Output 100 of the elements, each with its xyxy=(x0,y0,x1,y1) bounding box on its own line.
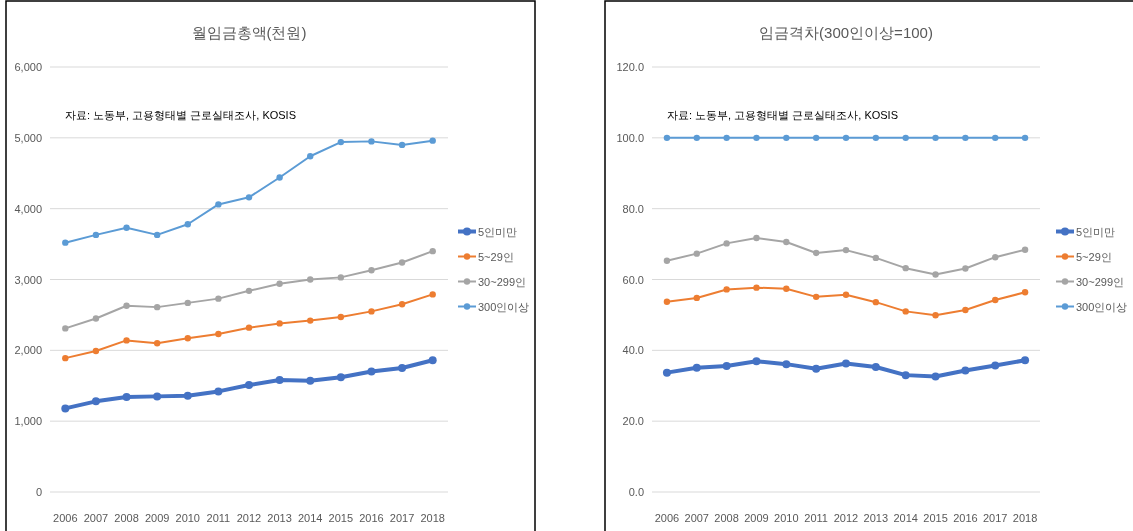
point xyxy=(245,324,253,331)
x-tick-label: 2006 xyxy=(53,512,78,524)
chart-title: 임금격차(300인이상=100) xyxy=(759,24,933,41)
point xyxy=(723,240,730,247)
point xyxy=(842,359,850,368)
point xyxy=(723,286,730,293)
x-tick-label: 2016 xyxy=(953,512,978,524)
point xyxy=(1021,289,1029,296)
point xyxy=(991,361,1000,370)
x-tick-label: 2018 xyxy=(420,512,445,524)
point xyxy=(783,238,790,246)
point xyxy=(693,294,700,302)
point xyxy=(992,253,999,261)
point xyxy=(872,298,880,306)
x-tick-label: 2018 xyxy=(1012,512,1038,524)
point xyxy=(992,296,999,304)
point xyxy=(783,134,790,142)
y-tick-label: 100.0 xyxy=(616,131,644,144)
point xyxy=(153,231,161,239)
point xyxy=(337,274,345,281)
legend-label: 5인미만 xyxy=(1076,225,1116,238)
point xyxy=(662,368,671,377)
point xyxy=(753,134,760,142)
point xyxy=(184,221,191,228)
point xyxy=(276,174,283,181)
point xyxy=(215,330,222,338)
point xyxy=(931,372,940,381)
point xyxy=(932,271,939,278)
point xyxy=(92,315,100,322)
point xyxy=(812,134,820,142)
point xyxy=(962,134,969,142)
x-tick-label: 2014 xyxy=(297,512,323,524)
point xyxy=(184,335,191,342)
point xyxy=(812,364,821,373)
legend-label: 5~29인 xyxy=(1076,250,1112,263)
point xyxy=(842,134,850,142)
point xyxy=(62,239,69,246)
x-tick-label: 2011 xyxy=(206,512,231,524)
point xyxy=(307,153,314,160)
y-tick-label: 2,000 xyxy=(14,344,42,357)
x-tick-label: 2017 xyxy=(389,512,415,524)
point xyxy=(398,141,406,149)
y-tick-label: 20.0 xyxy=(622,415,644,428)
point xyxy=(692,363,701,372)
point xyxy=(61,404,70,413)
point xyxy=(153,392,162,401)
x-tick-label: 2013 xyxy=(267,512,292,524)
point xyxy=(752,357,761,366)
point xyxy=(1021,356,1030,365)
point xyxy=(663,257,671,264)
legend-label: 5인미만 xyxy=(478,225,518,238)
point xyxy=(336,373,345,382)
point xyxy=(842,246,850,254)
point xyxy=(429,247,436,255)
point xyxy=(183,391,192,400)
point xyxy=(398,259,406,266)
point xyxy=(123,302,130,309)
x-tick-label: 2011 xyxy=(804,512,828,524)
point xyxy=(398,364,407,373)
point xyxy=(693,134,700,142)
point xyxy=(429,291,436,298)
x-tick-label: 2009 xyxy=(744,512,769,524)
legend-label: 30~299인 xyxy=(1076,275,1125,288)
legend-label: 300인이상 xyxy=(1076,300,1128,313)
point xyxy=(153,340,161,347)
point xyxy=(368,267,375,274)
point xyxy=(337,138,345,146)
point xyxy=(902,134,909,142)
point xyxy=(1021,134,1029,142)
annotation: 자료: 노동부, 고용형태별 근로실태조사, KOSIS xyxy=(667,109,899,121)
point xyxy=(992,134,999,142)
point xyxy=(663,298,671,306)
point xyxy=(122,393,131,402)
point xyxy=(753,234,760,242)
point xyxy=(123,337,130,344)
y-tick-label: 1,000 xyxy=(14,415,42,428)
point xyxy=(932,312,939,319)
point xyxy=(184,299,191,307)
point xyxy=(723,134,730,142)
x-tick-label: 2010 xyxy=(175,512,201,524)
point xyxy=(663,134,671,142)
x-tick-label: 2008 xyxy=(114,512,139,524)
point xyxy=(245,287,253,295)
x-tick-label: 2012 xyxy=(833,512,859,524)
legend-label: 5~29인 xyxy=(478,250,514,263)
x-tick-label: 2012 xyxy=(236,512,262,524)
legend-label: 300인이상 xyxy=(478,300,530,313)
x-tick-label: 2008 xyxy=(714,512,739,524)
point xyxy=(429,137,436,144)
point xyxy=(753,284,760,291)
point xyxy=(245,194,253,201)
point xyxy=(962,265,969,272)
point xyxy=(812,293,820,301)
point xyxy=(783,285,790,292)
point xyxy=(872,134,880,142)
point xyxy=(307,317,314,324)
point xyxy=(276,280,283,287)
x-tick-label: 2007 xyxy=(83,512,109,524)
point xyxy=(214,387,223,396)
y-tick-label: 3,000 xyxy=(14,273,42,286)
